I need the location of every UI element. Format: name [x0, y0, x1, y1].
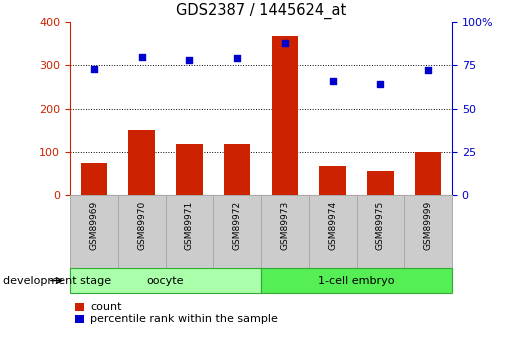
Bar [118, 195, 166, 268]
Bar [166, 195, 213, 268]
Text: percentile rank within the sample: percentile rank within the sample [90, 314, 278, 324]
Bar [176, 144, 203, 195]
Bar [415, 152, 441, 195]
Text: GSM89999: GSM89999 [424, 201, 433, 250]
Text: GSM89974: GSM89974 [328, 201, 337, 250]
Text: GSM89970: GSM89970 [137, 201, 146, 250]
Bar [128, 130, 155, 195]
Bar [70, 195, 118, 268]
Text: oocyte: oocyte [147, 276, 184, 286]
Title: GDS2387 / 1445624_at: GDS2387 / 1445624_at [176, 3, 346, 19]
Bar [309, 195, 357, 268]
Text: 1-cell embryo: 1-cell embryo [318, 276, 395, 286]
Point [233, 56, 241, 61]
Point [376, 81, 384, 87]
Bar [261, 195, 309, 268]
Bar [404, 195, 452, 268]
Point [90, 66, 98, 71]
Point [137, 54, 145, 59]
Bar [367, 171, 393, 195]
Text: development stage: development stage [3, 276, 111, 286]
Text: GSM89972: GSM89972 [233, 201, 241, 250]
Text: GSM89969: GSM89969 [89, 201, 98, 250]
Text: GSM89971: GSM89971 [185, 201, 194, 250]
Bar [213, 195, 261, 268]
Text: GSM89975: GSM89975 [376, 201, 385, 250]
Point [281, 40, 289, 46]
Text: count: count [90, 302, 122, 312]
Text: GSM89973: GSM89973 [280, 201, 289, 250]
Bar [70, 268, 261, 293]
Point [329, 78, 337, 83]
Bar [272, 36, 298, 195]
Bar [81, 162, 107, 195]
Point [185, 57, 193, 63]
Bar [261, 268, 452, 293]
Bar [357, 195, 404, 268]
Bar [224, 144, 250, 195]
Bar [320, 166, 346, 195]
Point [424, 68, 432, 73]
